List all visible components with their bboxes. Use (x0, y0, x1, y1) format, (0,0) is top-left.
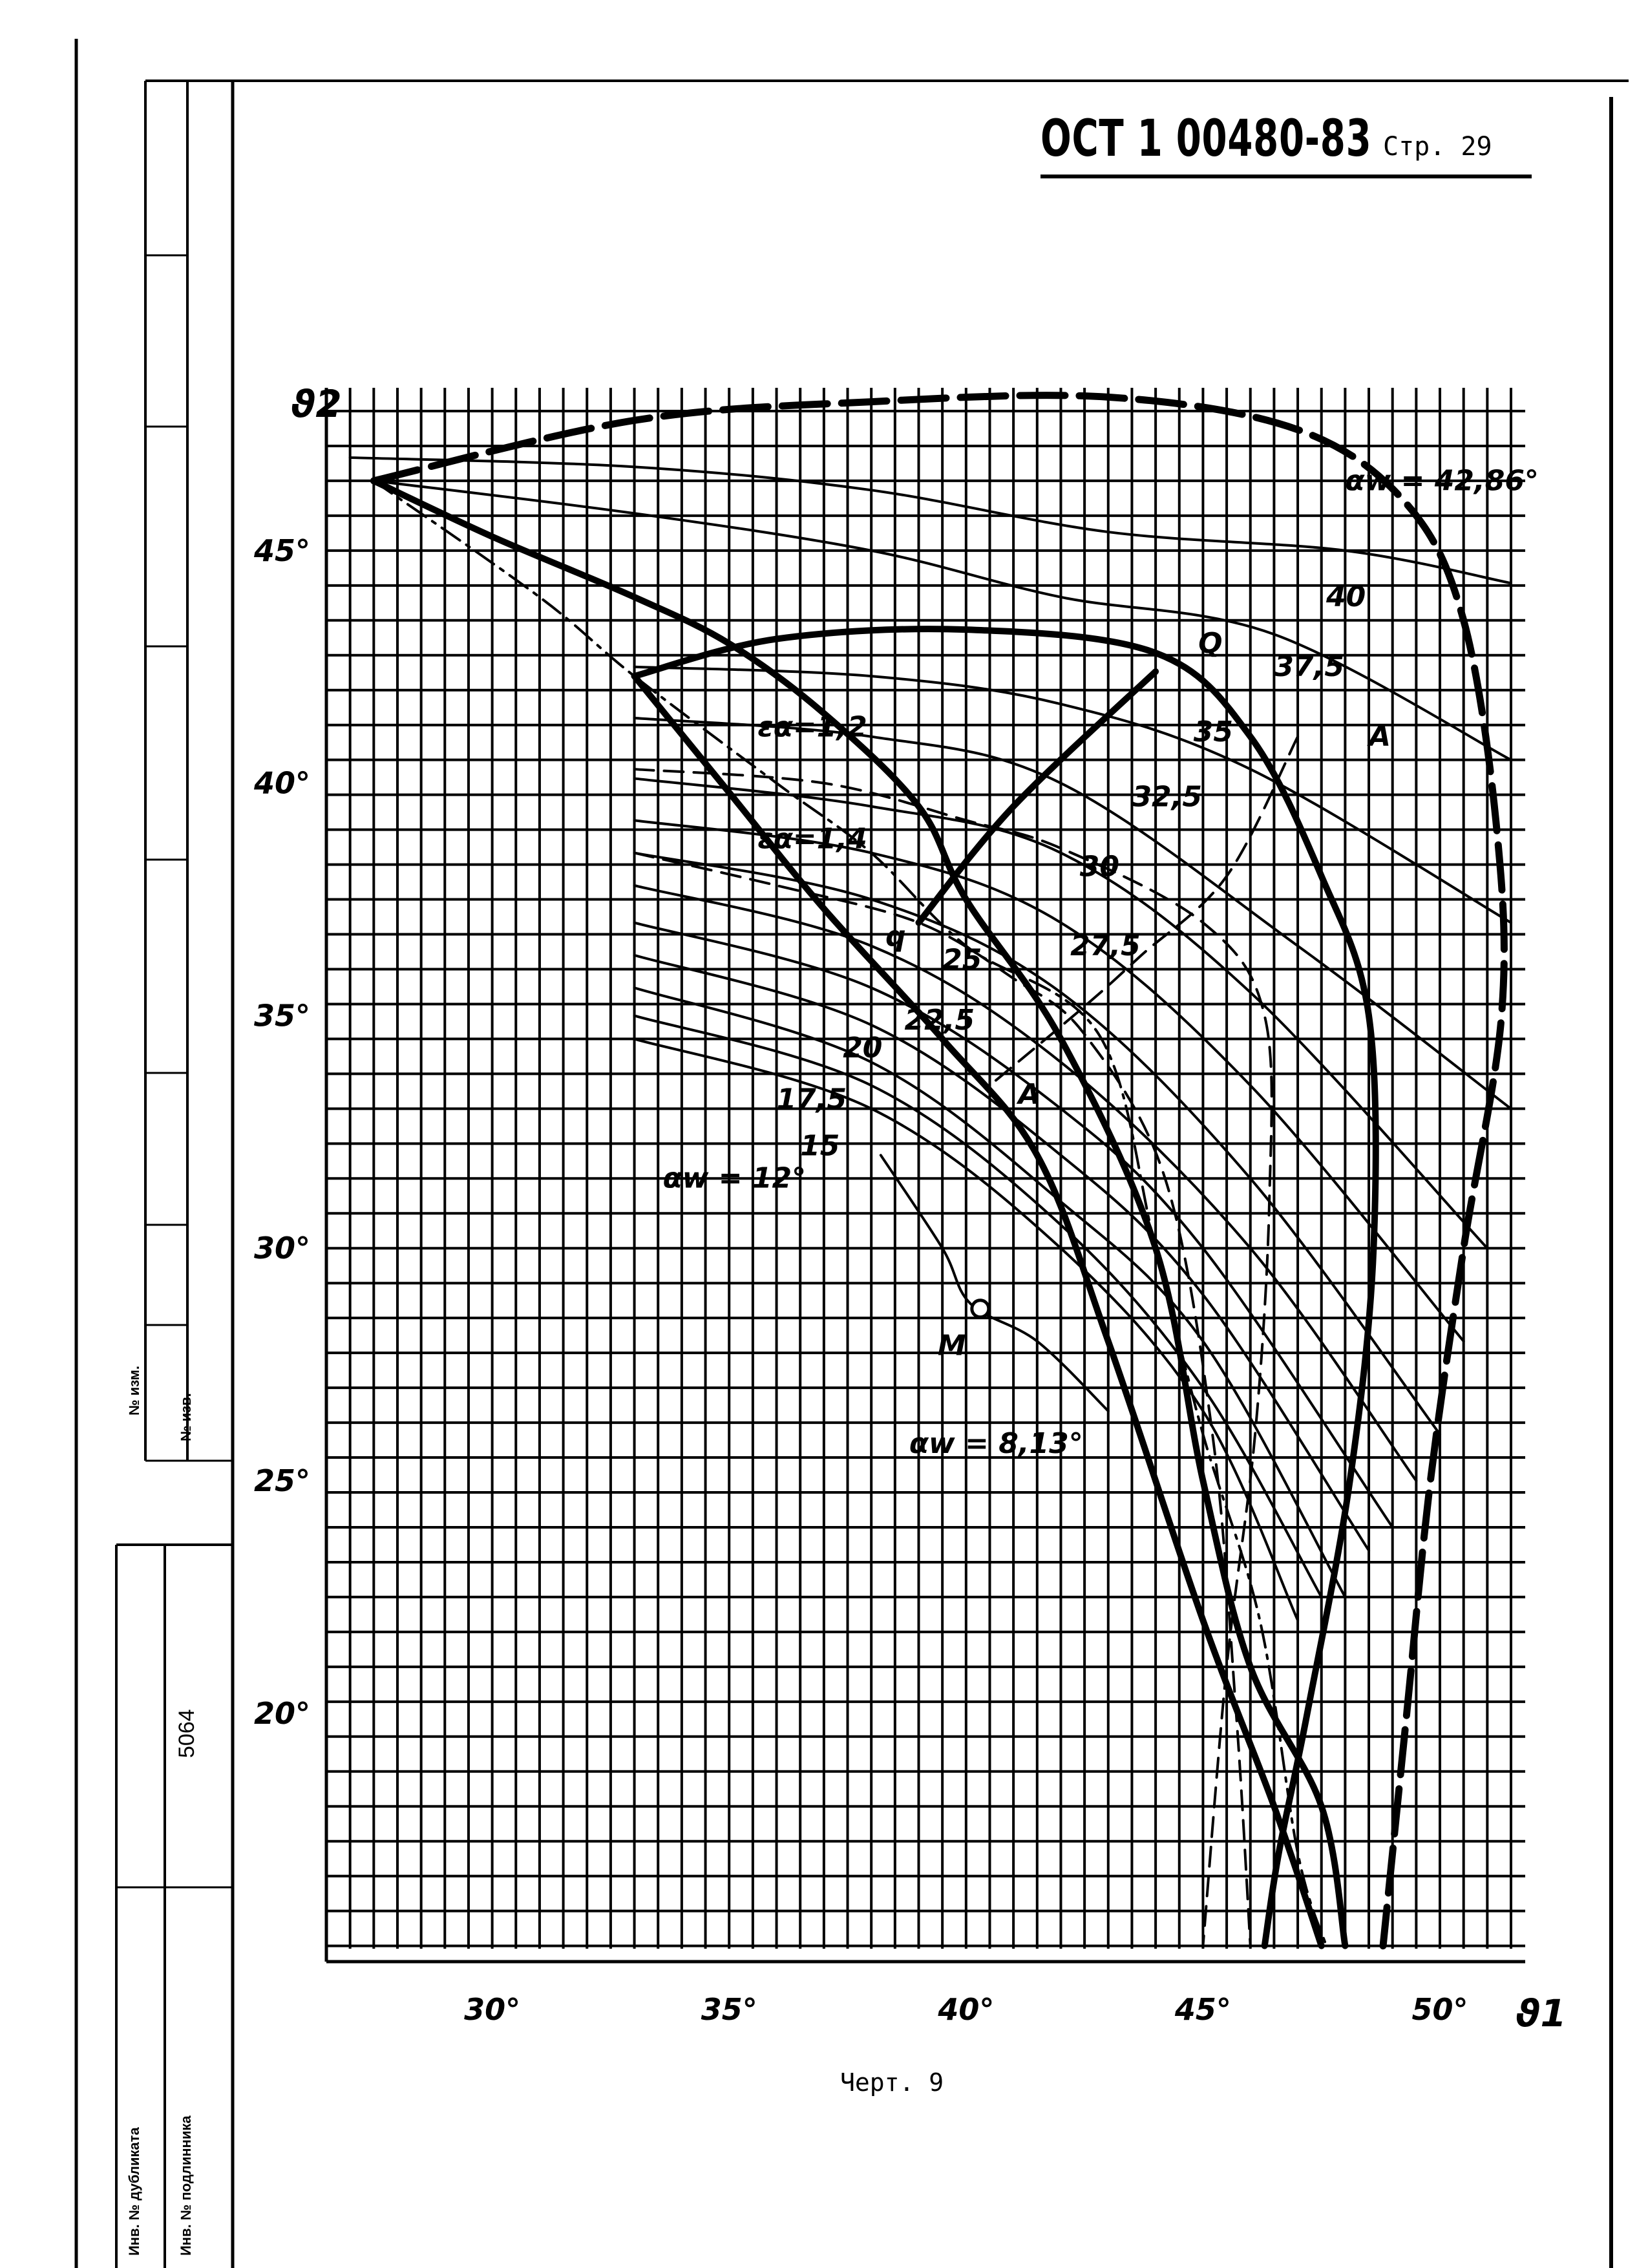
curve-annotation: 22,5 (905, 1004, 975, 1037)
curve-annotation: 15 (800, 1129, 840, 1162)
series-line-16 (631, 673, 1325, 1949)
series-line-17 (915, 668, 1159, 926)
curve-annotation: αw = 12° (663, 1162, 807, 1195)
x-tick-label: 50° (1412, 1992, 1468, 2027)
series-line-13 (370, 392, 1508, 1950)
series-line-21 (372, 479, 1328, 1947)
curve-annotation: A (1367, 720, 1391, 753)
series-line-5 (633, 884, 1418, 1483)
series-line-22 (879, 1154, 1110, 1413)
figure-caption: Черт. 9 (840, 2068, 944, 2097)
curve-annotation: 20 (843, 1032, 882, 1065)
series-line-8 (633, 777, 1489, 1250)
y-axis-label: ϑ2 (291, 382, 342, 426)
series-line-10 (633, 665, 1512, 924)
series-line-20 (988, 735, 1300, 1087)
curve-annotation: αw = 8,13° (909, 1427, 1083, 1460)
x-tick-label: 40° (937, 1992, 994, 2027)
chart-series (348, 392, 1512, 1950)
curve-annotation: 25 (942, 943, 982, 976)
series-line-12 (348, 456, 1512, 585)
y-tick-label: 20° (254, 1696, 310, 1731)
curve-annotation: 32,5 (1132, 781, 1202, 814)
curve-annotation: 40 (1326, 580, 1366, 613)
series-line-9 (633, 716, 1512, 1110)
curve-annotation: q (885, 920, 906, 953)
y-tick-label: 45° (253, 533, 310, 568)
curve-annotation: αw = 42,86° (1345, 464, 1539, 497)
point-marker-m (970, 1298, 991, 1319)
series-line-15 (631, 626, 1379, 1949)
series-line-19 (633, 851, 1252, 1947)
header-underline (1041, 175, 1532, 178)
x-tick-label: 30° (464, 1992, 520, 2027)
series-line-3 (633, 953, 1371, 1552)
y-tick-label: 35° (254, 998, 310, 1033)
series-line-4 (633, 921, 1394, 1529)
chart-annotations: αw = 42,86° 40 Q 37,5 A 35 32,5 εα=1,2 30 εα=1,4 q… (663, 464, 1539, 1460)
series-line-14 (370, 477, 1349, 1949)
curve-annotation: 30 (1080, 851, 1119, 884)
curve-annotation: A (1016, 1078, 1040, 1111)
series-line-0 (633, 1037, 1300, 1622)
series-line-1 (633, 1014, 1323, 1598)
document-number: ОСТ 1 00480-83 (1041, 110, 1372, 168)
x-tick-label: 35° (701, 1992, 757, 2027)
chart-grid (326, 388, 1525, 1949)
curve-annotation: 37,5 (1274, 650, 1344, 683)
curve-annotation: εα=1,2 (757, 711, 867, 744)
y-tick-label: 30° (254, 1231, 310, 1266)
curve-annotation: Q (1198, 627, 1222, 660)
curve-annotation: 17,5 (777, 1083, 847, 1116)
curve-annotation: εα=1,4 (757, 822, 867, 855)
series-line-11 (372, 479, 1512, 761)
curve-annotation: M (938, 1330, 966, 1362)
y-tick-label: 40° (253, 766, 310, 801)
x-tick-label: 45° (1174, 1992, 1231, 2027)
curve-annotation: 35 (1194, 715, 1233, 748)
series-line-7 (633, 819, 1465, 1343)
curve-annotation: 27,5 (1070, 929, 1141, 962)
page-number: Стр. 29 (1383, 132, 1492, 162)
document-header: ОСТ 1 00480-83 Стр. 29 (1041, 110, 1532, 181)
y-tick-label: 25° (254, 1463, 310, 1498)
series-line-18 (633, 768, 1273, 1947)
chart-axes: 30° 35° 40° 45° 50° 20° 25° 30° 35° 40° 45° ϑ1 ϑ2 (253, 382, 1567, 2035)
x-axis-label: ϑ1 (1516, 1991, 1567, 2035)
